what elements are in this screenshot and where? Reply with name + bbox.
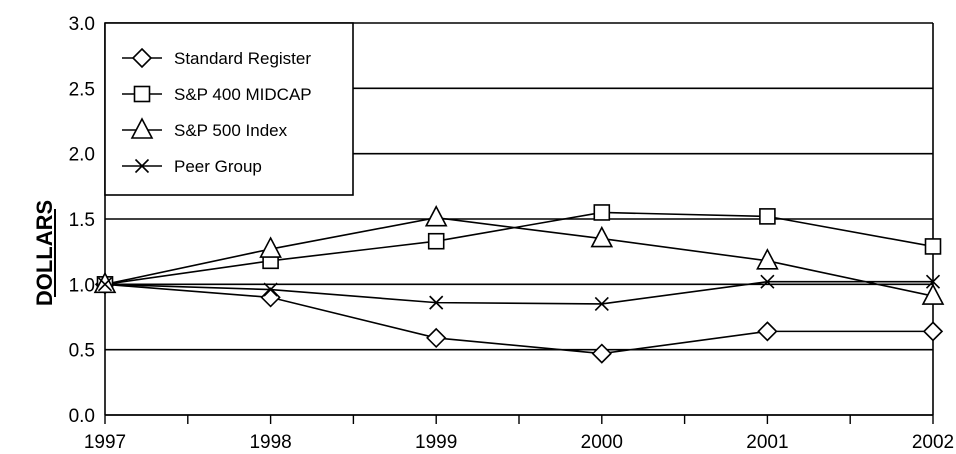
y-tick-label: 0.5 (69, 341, 95, 362)
y-tick-label: 2.0 (69, 145, 95, 166)
y-tick-label: 3.0 (69, 14, 95, 35)
legend-marker-triangle (130, 117, 154, 139)
legend-marker-square (133, 85, 151, 103)
data-point-diamond (591, 343, 612, 364)
data-point-square (593, 204, 611, 221)
axes (104, 23, 934, 424)
data-point-diamond (922, 321, 944, 342)
y-axis-label: DOLLARS (32, 200, 57, 306)
data-point-diamond (260, 287, 281, 308)
x-tick-label: 2001 (746, 432, 788, 453)
series-lines (104, 211, 934, 355)
legend-item: S&P 500 Index (122, 117, 288, 140)
data-point-diamond (757, 321, 778, 342)
legend: Standard Register S&P 400 MIDCAP S&P 500 I… (104, 22, 354, 196)
legend-label: Peer Group (174, 157, 262, 176)
data-point-cross (594, 296, 609, 311)
legend-marker-diamond (131, 47, 153, 69)
data-point-diamond (426, 327, 447, 349)
legend-item: Standard Register (122, 47, 311, 69)
data-point-square (759, 208, 776, 225)
legend-label: S&P 500 Index (174, 121, 288, 140)
tick-labels: 0.0 0.5 1.0 1.5 2.0 2.5 3.0 1997 1998 1999 2000 200… (69, 14, 955, 453)
legend-marker-cross (134, 158, 150, 174)
x-tick-label: 1999 (415, 432, 457, 453)
data-point-cross (263, 282, 278, 297)
series-line-2 (104, 216, 934, 297)
data-point-square (924, 238, 942, 255)
data-point-square (427, 232, 445, 250)
data-point-triangle (259, 236, 282, 258)
legend-item: Peer Group (122, 157, 262, 176)
x-tick-label: 1997 (84, 432, 126, 453)
data-point-triangle (921, 283, 945, 305)
y-tick-label: 1.5 (69, 210, 95, 231)
y-tick-label: 0.0 (69, 406, 95, 427)
x-tick-label: 1998 (249, 432, 291, 453)
data-point-triangle (424, 204, 448, 227)
x-tick-label: 2002 (912, 432, 954, 453)
series-line-0 (104, 283, 933, 355)
series-line-1 (104, 211, 934, 286)
data-point-cross (97, 277, 113, 292)
y-tick-label: 1.0 (69, 275, 95, 296)
data-point-triangle (590, 225, 614, 248)
legend-item: S&P 400 MIDCAP (122, 85, 312, 104)
legend-label: Standard Register (174, 49, 311, 68)
data-point-cross (925, 274, 941, 289)
y-tick-label: 2.5 (69, 79, 95, 100)
series-line-3 (104, 280, 933, 305)
data-point-cross (429, 295, 444, 310)
x-tick-label: 2000 (581, 432, 623, 453)
data-point-triangle (756, 248, 779, 270)
series-markers (93, 204, 945, 364)
legend-label: S&P 400 MIDCAP (174, 85, 312, 104)
data-point-triangle (93, 271, 117, 294)
data-point-cross (760, 274, 775, 289)
